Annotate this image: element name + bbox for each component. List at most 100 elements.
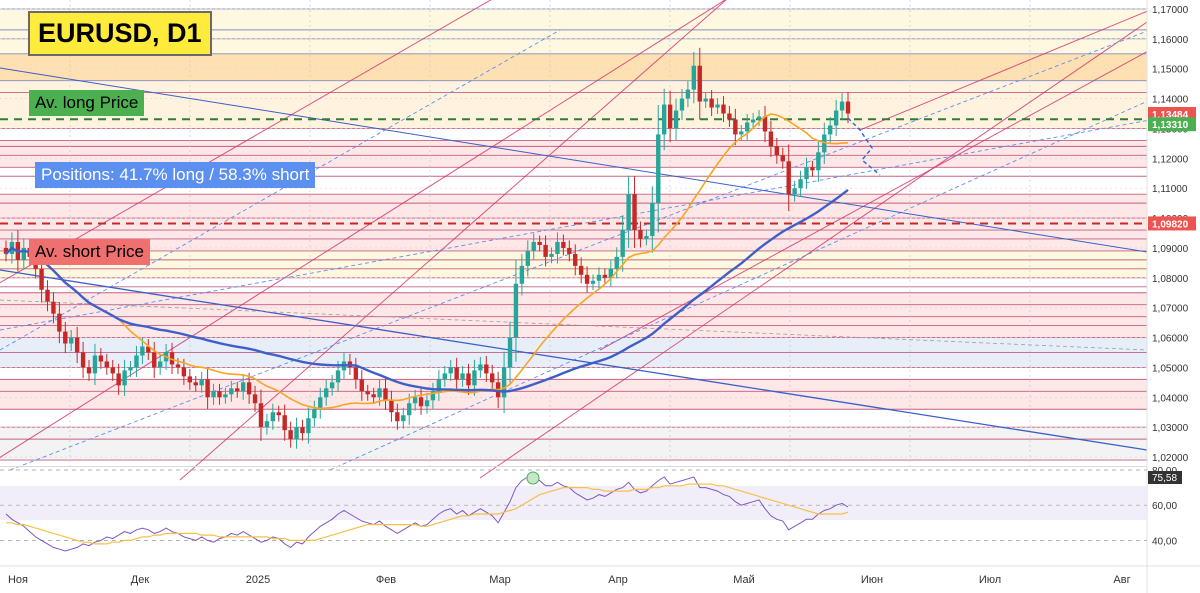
candle-body [833, 110, 839, 126]
candle-body [436, 379, 442, 392]
candle-body [620, 230, 625, 257]
candle-body [685, 89, 691, 99]
candle-body [401, 415, 406, 422]
candle-body [519, 265, 525, 284]
candle-body [626, 194, 631, 231]
candle-body [407, 403, 412, 416]
channel-line [179, 0, 727, 481]
candle-body [828, 125, 833, 135]
price-label-box [1148, 117, 1196, 132]
channel-line-dashed [329, 99, 1151, 471]
rsi-tick-label: 40,00 [1152, 536, 1177, 547]
candle-body [430, 391, 436, 401]
candle-body [323, 388, 329, 398]
candle-body [288, 430, 293, 440]
candle-body [264, 421, 270, 428]
candle-body [371, 394, 376, 398]
candle-body [460, 373, 465, 380]
candle-body [193, 382, 198, 386]
time-tick-label: Июн [861, 574, 883, 586]
candle-body [45, 289, 50, 302]
candle-body [335, 370, 341, 383]
channel-line [859, 9, 1151, 131]
candle-body [442, 373, 447, 380]
positions-label: Positions: 41.7% long / 58.3% short [35, 162, 316, 188]
candle-body [656, 134, 661, 204]
candle-body [116, 373, 121, 386]
candle-body [365, 391, 370, 395]
candle-body [454, 367, 459, 380]
candle-body [845, 101, 851, 114]
candle-body [181, 367, 187, 377]
avg-short-price-label: Av. short Price [29, 239, 150, 265]
candle-body [608, 268, 614, 278]
candle-body [383, 388, 388, 401]
price-tick-label: 1,03000 [1152, 423, 1189, 434]
candle-body [466, 373, 471, 386]
candle-body [104, 361, 110, 368]
price-tick-label: 1,02000 [1152, 453, 1189, 464]
candle-body [448, 367, 453, 374]
candle-body [739, 131, 744, 135]
time-tick-label: Ноя [8, 574, 28, 586]
candle-body [555, 241, 560, 254]
candle-body [478, 364, 483, 371]
rsi-line [5, 476, 849, 552]
candle-body [679, 98, 685, 111]
price-tick-label: 1,07000 [1152, 304, 1189, 315]
rsi-value-label: 75,58 [1152, 473, 1177, 484]
candle-body [727, 113, 732, 120]
candle-body [389, 400, 394, 413]
candle-body [750, 119, 756, 123]
channel-line [479, 19, 1151, 479]
chart-title: EURUSD, D1 [28, 11, 212, 56]
time-tick-label: Авг [1113, 574, 1130, 586]
candle-body [306, 418, 311, 434]
candle-body [223, 394, 228, 398]
candle-body [484, 364, 489, 374]
candle-body [122, 370, 127, 386]
rsi-tick-label: 60,00 [1152, 501, 1177, 512]
channel-line-dashed [0, 29, 561, 351]
candle-body [531, 241, 536, 251]
trend-line-dashed [0, 299, 1148, 351]
background-band [0, 427, 1147, 461]
price-tick-label: 1,06000 [1152, 334, 1189, 345]
candle-body [667, 104, 673, 129]
candle-body [507, 337, 513, 368]
candle-body [86, 367, 92, 374]
price-label-text: 1,09820 [1152, 219, 1189, 230]
candle-body [110, 367, 115, 374]
candle-body [756, 116, 762, 120]
candle-body [774, 146, 780, 156]
candle-body [270, 412, 276, 422]
candle-body [786, 161, 791, 195]
price-tick-label: 1,04000 [1152, 393, 1189, 404]
time-tick-label: Фев [376, 574, 396, 586]
candle-body [614, 256, 619, 269]
candle-body [229, 388, 234, 395]
candle-body [21, 247, 26, 260]
candle-body [691, 65, 697, 90]
candle-body [810, 167, 815, 171]
candle-body [792, 188, 797, 195]
candle-body [187, 376, 193, 383]
candle-body [3, 247, 9, 254]
candle-body [235, 388, 240, 392]
candle-body [513, 283, 519, 338]
price-tick-label: 1,08000 [1152, 274, 1189, 285]
candle-body [804, 167, 809, 180]
candle-body [312, 409, 317, 419]
background-band [0, 80, 1147, 129]
rsi-signal-marker [526, 471, 540, 485]
candle-body [632, 194, 637, 231]
candle-body [567, 247, 572, 254]
candle-body [768, 131, 774, 147]
candle-body [650, 203, 655, 236]
candle-body [573, 253, 578, 266]
candle-body [128, 367, 133, 371]
candle-body [240, 382, 246, 392]
candle-body [561, 241, 566, 248]
candle-body [733, 119, 738, 135]
